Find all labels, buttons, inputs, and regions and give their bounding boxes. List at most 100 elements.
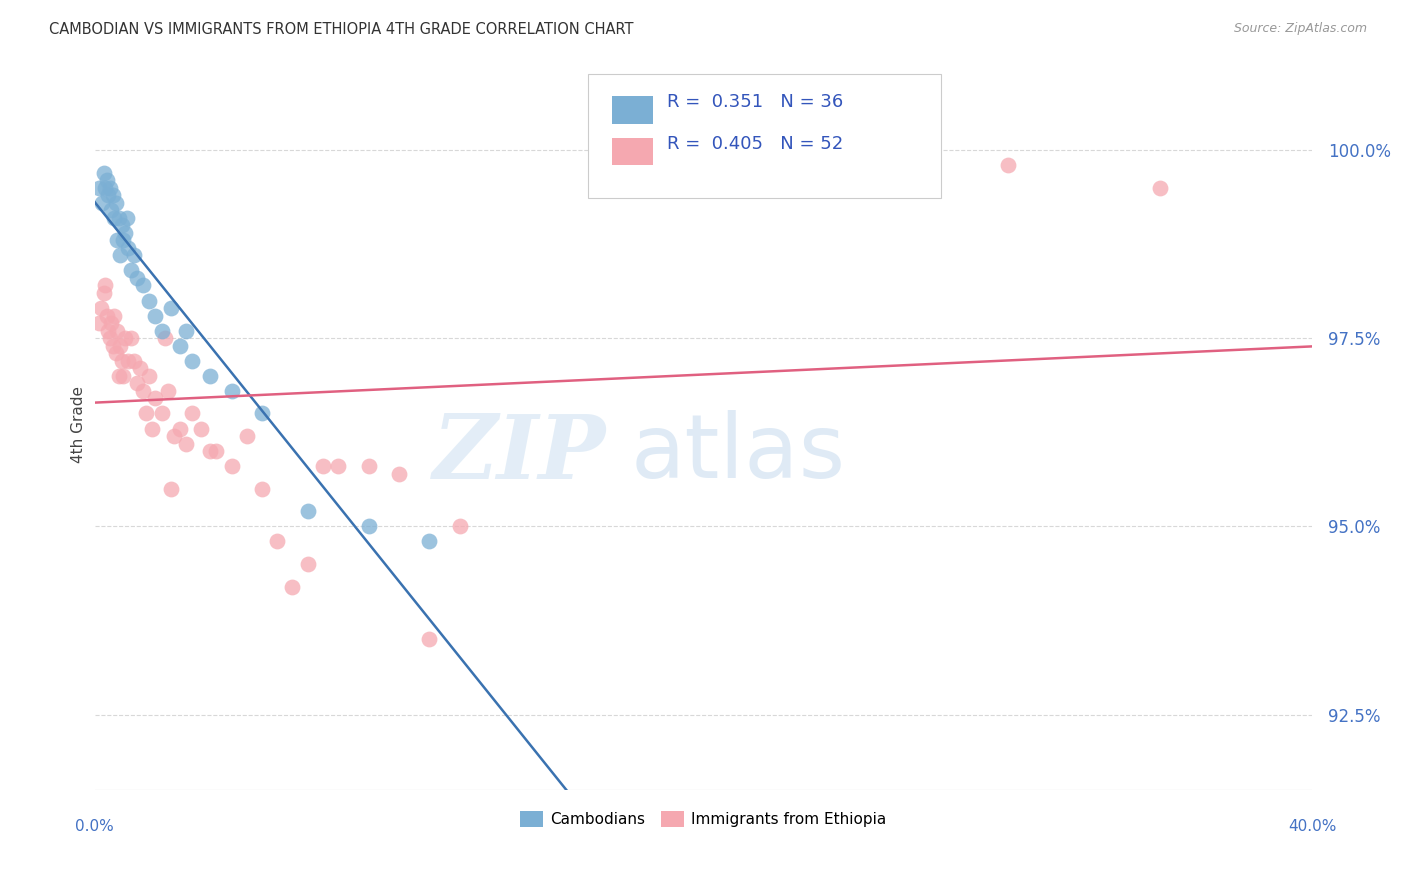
Point [326, 459, 349, 474]
Point [98, 180, 121, 194]
Point [190, 421, 212, 435]
Point [418, 534, 440, 549]
Point [281, 580, 304, 594]
Point [91, 195, 114, 210]
Point [89, 180, 111, 194]
Point [357, 459, 380, 474]
Point [96, 309, 118, 323]
Point [103, 309, 125, 323]
FancyBboxPatch shape [588, 74, 941, 198]
Point [98, 331, 121, 345]
Point [129, 361, 152, 376]
Point [221, 459, 243, 474]
Text: Source: ZipAtlas.com: Source: ZipAtlas.com [1233, 22, 1367, 36]
Point [132, 384, 155, 398]
Point [997, 158, 1019, 172]
Point [117, 241, 139, 255]
Point [150, 324, 173, 338]
Point [388, 467, 411, 481]
Point [103, 211, 125, 225]
Point [418, 632, 440, 647]
Point [297, 557, 319, 571]
Point [250, 482, 273, 496]
Point [108, 368, 131, 383]
Point [101, 339, 124, 353]
Point [90, 301, 112, 315]
Point [266, 534, 288, 549]
Point [97, 188, 120, 202]
Point [200, 444, 222, 458]
Point [1149, 180, 1171, 194]
Point [357, 519, 380, 533]
Point [100, 203, 122, 218]
Point [122, 353, 145, 368]
FancyBboxPatch shape [612, 137, 654, 166]
Point [110, 248, 132, 262]
Point [174, 324, 197, 338]
Point [174, 436, 197, 450]
Point [120, 331, 142, 345]
Point [145, 392, 167, 406]
Text: ZIP: ZIP [433, 410, 606, 497]
Point [110, 339, 132, 353]
Point [108, 211, 131, 225]
Point [93, 165, 115, 179]
Point [104, 195, 127, 210]
Point [94, 180, 117, 194]
Point [89, 316, 111, 330]
Point [96, 173, 118, 187]
Point [159, 482, 181, 496]
Text: R =  0.351   N = 36: R = 0.351 N = 36 [666, 93, 844, 111]
Point [169, 339, 191, 353]
Point [156, 384, 179, 398]
Point [112, 233, 135, 247]
Point [93, 285, 115, 300]
Point [117, 353, 139, 368]
Point [138, 293, 160, 308]
Point [111, 219, 134, 233]
FancyBboxPatch shape [612, 96, 654, 124]
Legend: Cambodians, Immigrants from Ethiopia: Cambodians, Immigrants from Ethiopia [513, 805, 893, 833]
Point [97, 324, 120, 338]
Point [145, 309, 167, 323]
Point [150, 407, 173, 421]
Point [141, 421, 163, 435]
Point [200, 368, 222, 383]
Text: CAMBODIAN VS IMMIGRANTS FROM ETHIOPIA 4TH GRADE CORRELATION CHART: CAMBODIAN VS IMMIGRANTS FROM ETHIOPIA 4T… [49, 22, 634, 37]
Point [104, 346, 127, 360]
Point [138, 368, 160, 383]
Point [114, 226, 136, 240]
Point [449, 519, 471, 533]
Point [115, 211, 138, 225]
Point [221, 384, 243, 398]
Point [132, 278, 155, 293]
Text: atlas: atlas [630, 410, 845, 498]
Point [181, 353, 204, 368]
Point [312, 459, 335, 474]
Point [122, 248, 145, 262]
Point [112, 368, 135, 383]
Point [127, 376, 149, 391]
Point [105, 324, 128, 338]
Text: 40.0%: 40.0% [1288, 819, 1336, 834]
Point [297, 504, 319, 518]
Point [153, 331, 176, 345]
Point [100, 316, 122, 330]
Point [111, 353, 134, 368]
Point [114, 331, 136, 345]
Text: 0.0%: 0.0% [75, 819, 114, 834]
Point [205, 444, 228, 458]
Point [181, 407, 204, 421]
Point [163, 429, 186, 443]
Point [127, 271, 149, 285]
Y-axis label: 4th Grade: 4th Grade [72, 386, 86, 463]
Point [169, 421, 191, 435]
Text: R =  0.405   N = 52: R = 0.405 N = 52 [666, 135, 844, 153]
Point [159, 301, 181, 315]
Point [135, 407, 157, 421]
Point [105, 233, 128, 247]
Point [120, 263, 142, 277]
Point [236, 429, 259, 443]
Point [101, 188, 124, 202]
Point [250, 407, 273, 421]
